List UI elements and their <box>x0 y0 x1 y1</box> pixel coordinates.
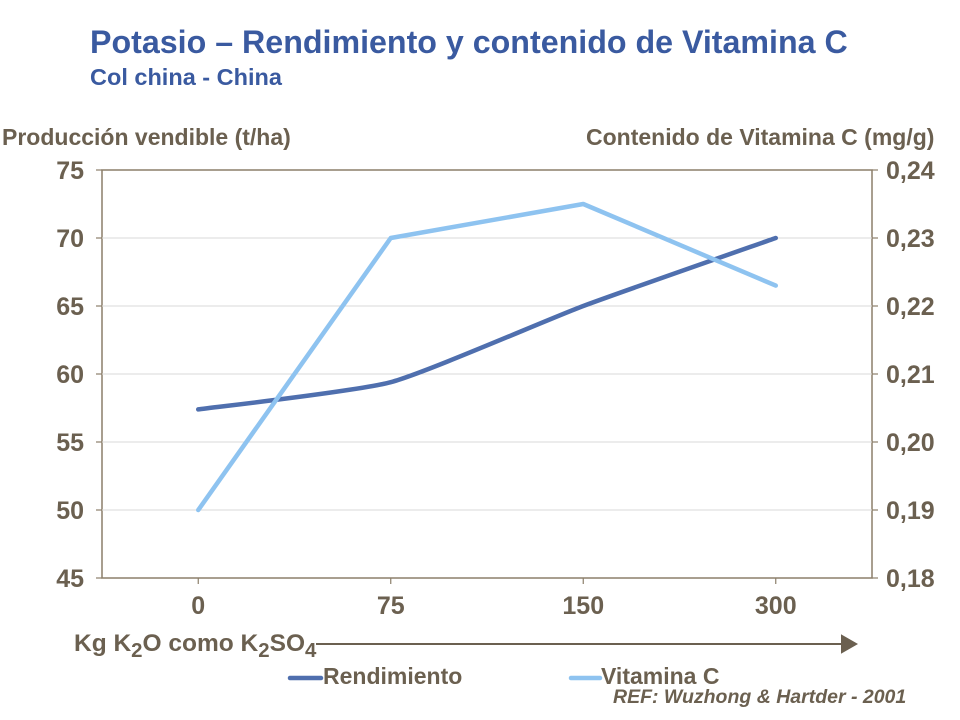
svg-text:0: 0 <box>191 592 205 620</box>
svg-text:0,22: 0,22 <box>886 293 935 321</box>
svg-text:65: 65 <box>56 293 84 321</box>
svg-text:0,23: 0,23 <box>886 225 935 253</box>
svg-text:70: 70 <box>56 225 84 253</box>
svg-text:75: 75 <box>56 157 84 185</box>
svg-text:0,21: 0,21 <box>886 361 935 389</box>
svg-text:55: 55 <box>56 429 84 457</box>
svg-text:75: 75 <box>377 592 405 620</box>
svg-text:0,19: 0,19 <box>886 497 935 525</box>
svg-text:150: 150 <box>562 592 604 620</box>
svg-text:0,24: 0,24 <box>886 157 935 185</box>
svg-text:60: 60 <box>56 361 84 389</box>
svg-text:0,20: 0,20 <box>886 429 935 457</box>
svg-text:50: 50 <box>56 497 84 525</box>
svg-text:0,18: 0,18 <box>886 565 935 593</box>
svg-text:300: 300 <box>755 592 797 620</box>
svg-text:45: 45 <box>56 565 84 593</box>
